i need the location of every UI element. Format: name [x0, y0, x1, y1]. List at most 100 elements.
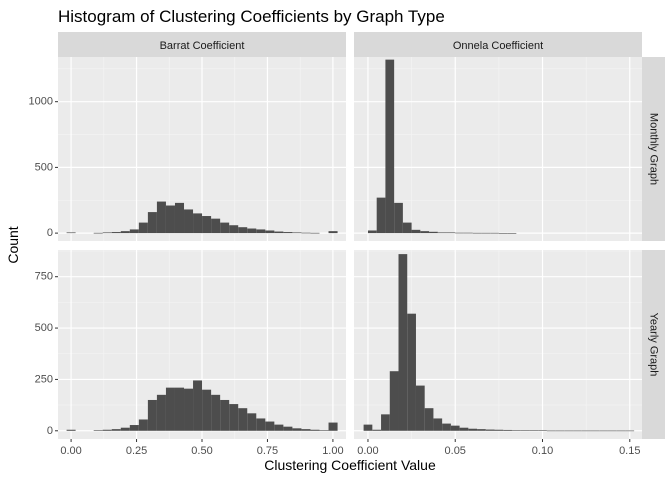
histogram-bar: [229, 225, 239, 234]
histogram-bar: [193, 213, 203, 234]
y-tick-label: 750: [35, 271, 53, 283]
histogram-bar: [93, 430, 103, 431]
histogram-bar: [494, 429, 504, 431]
histogram-bar: [429, 231, 438, 234]
histogram-bar: [274, 424, 284, 431]
histogram-bar: [463, 232, 473, 234]
histogram-bar: [573, 430, 582, 432]
x-axis-label: Clustering Coefficient Value: [264, 457, 436, 473]
histogram-bar: [564, 430, 574, 432]
x-tick-label: 1.00: [322, 445, 343, 457]
column-strip: [354, 32, 642, 57]
histogram-bar: [220, 222, 230, 234]
x-tick-label: 0.00: [60, 445, 81, 457]
histogram-bar: [616, 430, 626, 432]
histogram-bar: [265, 230, 275, 234]
histogram-bar: [389, 371, 399, 431]
x-tick-label: 0.00: [357, 445, 378, 457]
histogram-bar: [184, 209, 194, 234]
histogram-bar: [442, 423, 451, 431]
histogram-bar: [238, 227, 248, 234]
histogram-bar: [376, 197, 386, 234]
histogram-bar: [538, 430, 547, 431]
histogram-bar: [111, 429, 121, 431]
histogram-bar: [590, 430, 600, 432]
histogram-bar: [507, 232, 517, 234]
chart-title: Histogram of Clustering Coefficients by …: [58, 7, 445, 26]
histogram-bar: [310, 429, 320, 431]
histogram-bar: [120, 231, 130, 234]
histogram-bar: [256, 418, 266, 431]
histogram-bar: [450, 425, 460, 431]
histogram-bar: [599, 430, 608, 432]
histogram-bar: [520, 430, 530, 431]
histogram-bar: [367, 230, 377, 234]
histogram-bar: [211, 218, 221, 234]
histogram-bar: [490, 232, 499, 234]
x-tick-label: 0.50: [191, 445, 212, 457]
histogram-bar: [415, 385, 425, 431]
histogram-bar: [193, 380, 203, 431]
histogram-bar: [292, 428, 302, 431]
histogram-bar: [165, 387, 175, 431]
histogram-bar: [372, 429, 382, 431]
histogram-bar: [265, 421, 275, 431]
histogram-bar: [328, 231, 338, 234]
histogram-bar: [485, 429, 495, 431]
histogram-bar: [625, 430, 635, 432]
y-tick-label: 250: [35, 373, 53, 385]
histogram-bar: [93, 232, 103, 234]
histogram-bar: [581, 430, 591, 432]
histogram-bar: [402, 222, 412, 234]
histogram-bar: [381, 414, 390, 431]
y-tick-label: 500: [35, 161, 53, 173]
y-tick-label: 0: [47, 227, 53, 239]
histogram-bar: [202, 216, 212, 234]
histogram-bar: [292, 232, 302, 234]
histogram-bar: [202, 389, 212, 431]
histogram-bar: [420, 231, 430, 234]
histogram-bar: [184, 388, 194, 431]
histogram-bar: [220, 399, 230, 431]
histogram-bar: [102, 232, 112, 234]
histogram-bar: [129, 229, 139, 234]
histogram-bar: [283, 232, 293, 234]
facet-panel: [354, 57, 642, 241]
histogram-bar: [156, 394, 166, 431]
histogram-bar: [607, 430, 617, 432]
facet-panel: [58, 250, 346, 439]
histogram-bar: [238, 408, 248, 431]
histogram-bar: [66, 429, 76, 431]
histogram-bar: [555, 430, 565, 432]
histogram-bar: [455, 232, 464, 234]
histogram-bar: [256, 229, 266, 234]
histogram-bar: [156, 201, 166, 234]
histogram-bar: [147, 212, 157, 234]
histogram-bar: [328, 422, 338, 431]
histogram-bar: [363, 424, 373, 431]
histogram-bar: [398, 254, 408, 431]
histogram-bar: [211, 394, 221, 431]
histogram-bar: [120, 427, 130, 431]
histogram-bar: [477, 429, 486, 431]
y-tick-label: 500: [35, 322, 53, 334]
x-tick-label: 0.75: [257, 445, 278, 457]
histogram-bar: [446, 232, 456, 234]
histogram-bar: [147, 399, 157, 431]
histogram-bar: [385, 59, 395, 234]
histogram-bar: [301, 232, 311, 234]
histogram-bar: [472, 232, 482, 234]
row-strip: [642, 57, 665, 241]
histogram-bar: [102, 429, 112, 431]
histogram-bar: [433, 418, 443, 431]
histogram-bar: [247, 228, 257, 234]
histogram-bar: [111, 232, 121, 234]
histogram-bar: [529, 430, 539, 431]
column-strip-label: Onnela Coefficient: [453, 40, 543, 52]
x-tick-label: 0.05: [445, 445, 466, 457]
histogram-bar: [411, 229, 421, 234]
histogram-bar: [511, 430, 521, 431]
histogram-bar: [138, 222, 148, 234]
histogram-bar: [498, 232, 508, 234]
